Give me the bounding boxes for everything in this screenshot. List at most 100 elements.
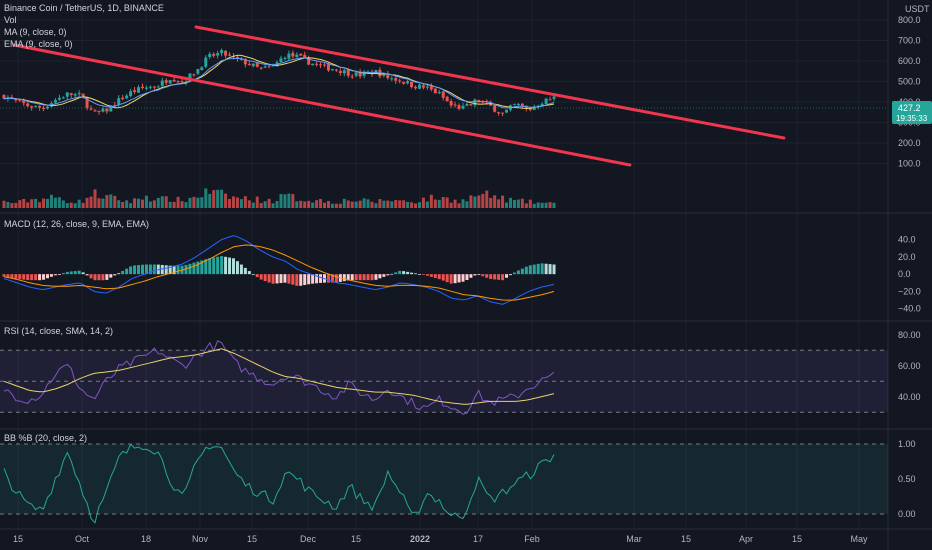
macd-tick-label: −40.0 <box>898 304 921 314</box>
vol-legend[interactable]: Vol <box>4 15 17 25</box>
candle-body <box>235 56 239 59</box>
volume-bar <box>449 202 453 208</box>
candle-body <box>540 103 544 106</box>
candle-body <box>196 69 200 74</box>
volume-bar <box>239 199 243 208</box>
candle-body <box>299 53 303 56</box>
candle-body <box>319 64 323 66</box>
volume-bar <box>303 201 307 208</box>
candle-body <box>81 93 85 98</box>
volume-bar <box>26 202 30 208</box>
trendline-upper[interactable] <box>194 25 786 140</box>
time-tick-label: Apr <box>739 534 753 544</box>
macd-histogram-bar <box>378 274 382 279</box>
candle-body <box>26 103 30 107</box>
volume-bar <box>93 189 97 208</box>
macd-histogram-bar <box>168 265 172 275</box>
macd-histogram-bar <box>125 268 129 275</box>
rsi-legend[interactable]: RSI (14, close, SMA, 14, 2) <box>4 326 113 336</box>
macd-histogram-bar <box>382 274 386 277</box>
volume-bars <box>2 188 556 208</box>
macd-histogram-bar <box>449 274 453 284</box>
volume-bar <box>457 203 461 208</box>
price-tick-label: 500.0 <box>898 77 921 87</box>
volume-bar <box>228 199 232 208</box>
bb-axis[interactable]: 1.00 0.50 0.00 <box>898 439 916 519</box>
candle-body <box>192 74 196 76</box>
macd-histogram-bar <box>93 274 97 281</box>
macd-histogram-bar <box>528 265 532 275</box>
macd-histogram-bar <box>497 274 501 280</box>
candle-body <box>101 108 105 112</box>
candle-body <box>497 112 501 114</box>
volume-bar <box>437 199 441 208</box>
volume-bar <box>204 188 208 208</box>
candle-body <box>552 96 556 99</box>
candle-body <box>61 97 65 99</box>
time-axis[interactable]: 15 Oct 18 Nov 15 Dec 15 2022 17 Feb Mar 15 Apr 15 May <box>13 534 868 544</box>
volume-bar <box>429 194 433 208</box>
macd-legend[interactable]: MACD (12, 26, close, 9, EMA, EMA) <box>4 219 149 229</box>
volume-bar <box>129 203 133 208</box>
volume-bar <box>172 201 176 208</box>
macd-histogram-bar <box>172 265 176 275</box>
volume-bar <box>77 199 81 208</box>
candle-body <box>398 80 402 82</box>
candle-body <box>362 72 366 76</box>
candle-body <box>140 86 144 89</box>
volume-bar <box>485 190 489 208</box>
macd-histogram-bar <box>188 263 192 275</box>
macd-histogram-bar <box>121 270 125 275</box>
candle-body <box>461 105 465 109</box>
candle-body <box>220 50 224 54</box>
candle-body <box>117 98 121 105</box>
bb-tick-label: 0.00 <box>898 509 916 519</box>
volume-bar <box>319 198 323 208</box>
macd-axis[interactable]: 40.0 20.0 0.0 −20.0 −40.0 <box>898 235 921 314</box>
volume-bar <box>81 202 85 208</box>
macd-histogram-bar <box>512 272 516 275</box>
macd-histogram-bar <box>374 274 378 280</box>
candle-body <box>473 99 477 106</box>
volume-bar <box>386 200 390 208</box>
macd-histogram-bar <box>536 263 540 275</box>
volume-bar <box>528 199 532 208</box>
rsi-axis[interactable]: 80.00 60.00 40.00 <box>898 330 921 402</box>
time-tick-label: 15 <box>13 534 23 544</box>
trendlines[interactable] <box>12 25 786 167</box>
volume-bar <box>133 198 137 208</box>
ma-legend[interactable]: MA (9, close, 0) <box>4 27 67 37</box>
macd-histogram-bar <box>61 273 65 275</box>
symbol-title[interactable]: Binance Coin / TetherUS, 1D, BINANCE <box>4 3 164 13</box>
candle-body <box>417 84 421 89</box>
macd-tick-label: 20.0 <box>898 252 916 262</box>
volume-bar <box>208 193 212 208</box>
price-marker-price: 427.2 <box>898 103 921 113</box>
macd-histogram-bar <box>133 265 137 275</box>
bb-legend[interactable]: BB %B (20, close, 2) <box>4 433 87 443</box>
ema-legend[interactable]: EMA (9, close, 0) <box>4 39 73 49</box>
volume-bar <box>176 196 180 208</box>
volume-bar <box>346 200 350 208</box>
volume-bar <box>180 201 184 208</box>
macd-histogram-bar <box>247 271 251 275</box>
volume-bar <box>61 200 65 208</box>
candle-body <box>148 86 152 88</box>
candle-body <box>69 93 73 95</box>
macd-histogram-bar <box>140 264 144 275</box>
volume-bar <box>259 203 263 208</box>
volume-bar <box>421 197 425 208</box>
volume-bar <box>315 200 319 208</box>
candle-body <box>548 99 552 101</box>
macd-histogram-bar <box>85 274 89 276</box>
volume-bar <box>394 200 398 208</box>
volume-bar <box>366 199 370 208</box>
trendline-lower[interactable] <box>12 43 632 167</box>
rsi-ma-line <box>3 348 555 405</box>
macd-histogram-bar <box>303 274 307 286</box>
macd-histogram-bar <box>386 274 390 276</box>
macd-histogram-bar <box>334 274 338 283</box>
volume-bar <box>140 199 144 208</box>
macd-histogram-bar <box>473 274 477 276</box>
